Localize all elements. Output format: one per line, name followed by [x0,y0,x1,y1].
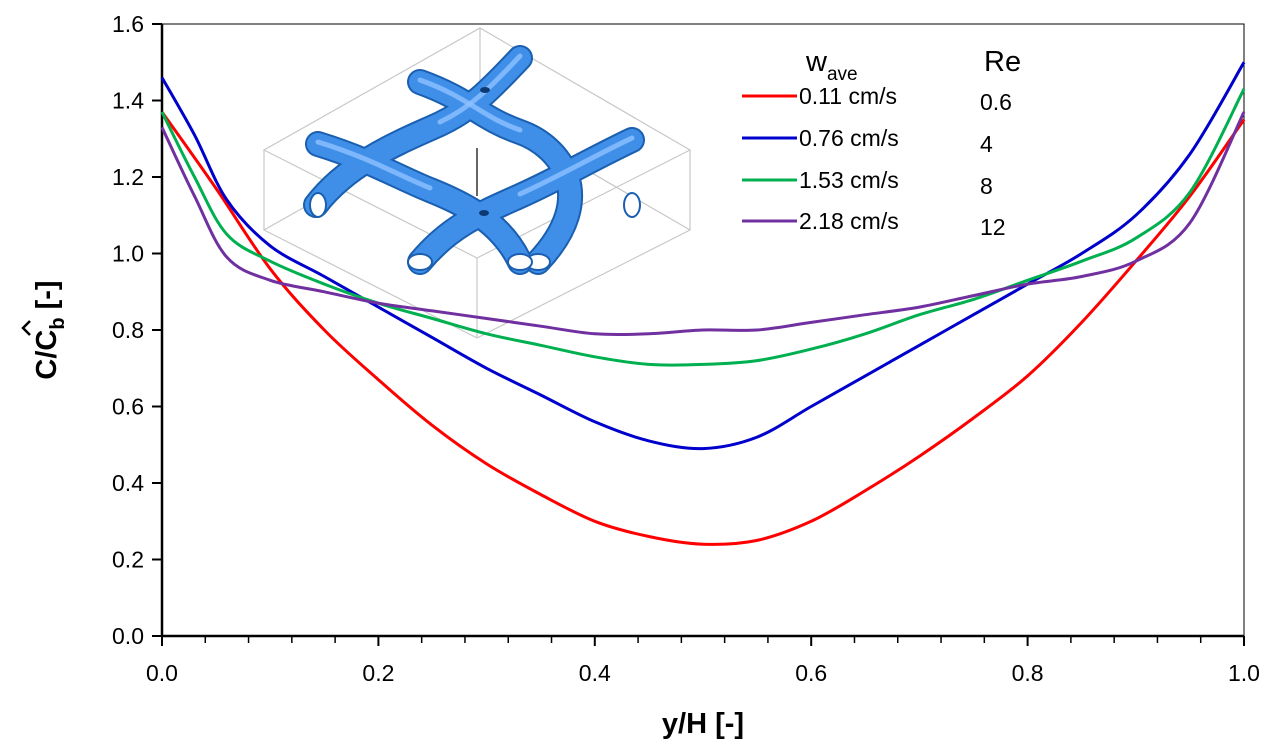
tick-labels: 0.0 0.2 0.4 0.6 0.8 1.0 0.0 0.2 0.4 0.6 0.8 1.0 1.2 1… [112,11,1260,686]
axis-ticks [152,23,1245,646]
legend-header-w: wave [805,46,858,85]
data-series [160,61,1246,546]
legend-label-1: 0.11 cm/s [799,83,897,109]
x-tick-label: 0.6 [795,660,827,686]
legend-re-3: 8 [980,173,993,199]
y-tick-label: 1.0 [112,241,144,267]
y-tick-label: 0.6 [112,394,144,420]
y-tick-label: 1.6 [112,11,144,37]
y-tick-label: 1.4 [112,88,144,114]
legend-label-4: 2.18 cm/s [799,208,899,234]
y-tick-label: 1.2 [112,164,144,190]
series-line-4 [160,111,1246,337]
legend-label-3: 1.53 cm/s [799,167,899,193]
inset-filaments [303,45,645,275]
x-axis-title: y/H [-] [662,708,744,740]
legend-label-2: 0.76 cm/s [799,125,899,151]
y-axis-title-hat [21,320,31,336]
y-axis-title-text: C/Cb [-] [31,280,69,379]
inset-spacer-illustration [262,27,692,339]
legend: wave Re 0.11 cm/s 0.6 0.76 cm/s 4 1.53 cm/s 8… [742,46,1021,240]
y-tick-label: 0.2 [112,547,144,573]
x-tick-label: 1.0 [1228,660,1260,686]
legend-header-re: Re [984,46,1021,78]
y-tick-label: 0.0 [112,623,144,649]
y-axis-title: C/Cb [-] [21,280,69,380]
y-tick-label: 0.8 [112,317,144,343]
x-tick-label: 0.0 [146,660,178,686]
x-tick-label: 0.2 [362,660,394,686]
legend-re-1: 0.6 [980,89,1012,115]
legend-re-2: 4 [980,131,993,157]
x-tick-label: 0.4 [579,660,611,686]
series-line-2 [160,61,1246,451]
legend-re-4: 12 [980,214,1006,240]
legend-entries: 0.11 cm/s 0.6 0.76 cm/s 4 1.53 cm/s 8 2.18 cm/… [742,83,1012,240]
y-tick-label: 0.4 [112,470,144,496]
series-line-1 [160,111,1246,546]
x-tick-label: 0.8 [1012,660,1044,686]
series-line-3 [160,88,1246,367]
